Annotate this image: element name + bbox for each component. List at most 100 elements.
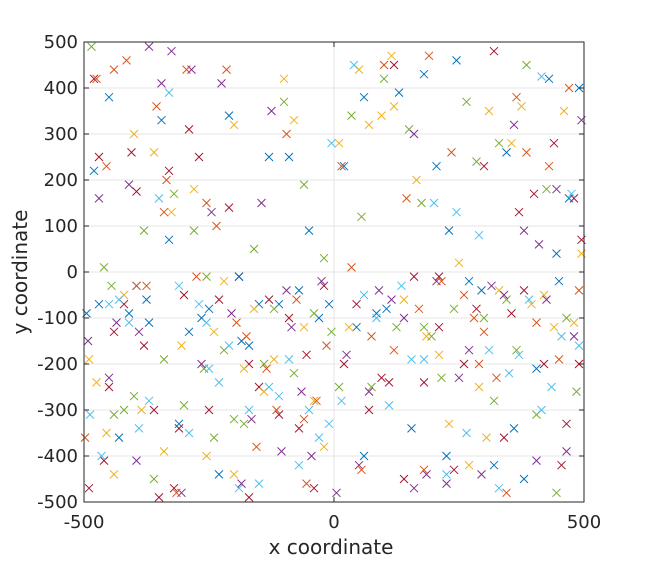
data-point bbox=[414, 304, 424, 314]
data-point bbox=[129, 391, 139, 401]
data-point bbox=[402, 194, 411, 203]
data-point bbox=[239, 419, 249, 429]
data-point bbox=[359, 92, 369, 102]
data-point bbox=[229, 470, 239, 479]
data-point bbox=[562, 447, 571, 456]
data-point bbox=[249, 304, 259, 314]
data-point bbox=[327, 138, 336, 148]
data-point bbox=[129, 129, 139, 139]
data-point bbox=[309, 396, 319, 406]
data-point bbox=[222, 65, 231, 74]
data-point bbox=[474, 359, 484, 369]
data-point bbox=[139, 341, 149, 350]
data-point bbox=[109, 327, 119, 337]
data-point bbox=[234, 483, 244, 493]
data-point bbox=[519, 474, 529, 484]
data-point bbox=[472, 304, 481, 314]
data-point bbox=[112, 318, 121, 327]
data-point bbox=[464, 345, 474, 355]
data-point bbox=[389, 102, 399, 111]
data-point bbox=[312, 396, 321, 406]
data-point bbox=[489, 46, 499, 56]
data-point bbox=[359, 451, 369, 461]
data-point bbox=[102, 161, 111, 171]
data-point bbox=[434, 322, 444, 332]
data-point bbox=[97, 451, 106, 461]
data-point bbox=[124, 309, 134, 318]
data-point bbox=[299, 180, 309, 189]
data-point bbox=[564, 83, 574, 93]
data-point bbox=[389, 345, 399, 355]
data-point bbox=[192, 272, 201, 281]
data-point bbox=[109, 65, 119, 74]
data-point bbox=[442, 479, 451, 488]
data-point bbox=[174, 419, 184, 429]
data-point bbox=[224, 203, 234, 212]
data-point bbox=[319, 253, 329, 263]
data-point bbox=[267, 106, 276, 116]
data-point bbox=[174, 281, 184, 291]
data-point bbox=[557, 332, 566, 341]
data-point bbox=[142, 281, 151, 291]
data-point bbox=[364, 387, 374, 396]
data-point bbox=[489, 460, 499, 470]
data-point bbox=[494, 483, 504, 493]
x-tick-label: -500 bbox=[64, 512, 105, 533]
data-point bbox=[114, 295, 124, 304]
data-point bbox=[144, 396, 154, 406]
data-point bbox=[479, 313, 489, 323]
data-point bbox=[109, 410, 119, 419]
data-point bbox=[342, 350, 351, 360]
data-point bbox=[417, 198, 426, 208]
y-tick-label: 400 bbox=[44, 78, 78, 99]
data-point bbox=[102, 428, 111, 438]
data-point bbox=[104, 373, 114, 383]
data-point bbox=[559, 106, 569, 116]
data-point bbox=[542, 184, 551, 194]
data-point bbox=[544, 74, 554, 84]
y-axis-label: y coordinate bbox=[8, 210, 32, 335]
data-point bbox=[367, 332, 376, 341]
data-point bbox=[164, 166, 174, 176]
data-point bbox=[184, 428, 194, 438]
y-tick-label: 300 bbox=[44, 124, 78, 145]
data-point bbox=[572, 387, 581, 396]
data-point bbox=[232, 318, 241, 327]
data-point bbox=[214, 295, 224, 304]
data-point bbox=[104, 382, 114, 392]
data-point bbox=[244, 493, 254, 502]
data-point bbox=[459, 359, 469, 369]
data-point bbox=[419, 465, 429, 475]
data-point bbox=[277, 447, 286, 456]
data-point bbox=[159, 207, 169, 217]
data-point bbox=[574, 286, 584, 295]
data-point bbox=[337, 161, 346, 171]
data-point bbox=[234, 272, 244, 281]
data-point bbox=[489, 396, 499, 406]
data-point bbox=[519, 226, 529, 235]
data-point bbox=[182, 65, 191, 74]
data-point bbox=[324, 419, 334, 429]
data-point bbox=[247, 414, 256, 424]
data-point bbox=[339, 161, 349, 171]
x-tick-label: 500 bbox=[567, 512, 601, 533]
data-point bbox=[474, 230, 484, 240]
data-point bbox=[332, 488, 341, 498]
data-point bbox=[189, 226, 199, 235]
data-point bbox=[327, 327, 336, 337]
data-point bbox=[80, 433, 90, 442]
data-point bbox=[462, 97, 471, 107]
data-point bbox=[294, 460, 304, 470]
data-point bbox=[94, 299, 104, 309]
data-point bbox=[447, 148, 456, 157]
data-point bbox=[569, 318, 579, 327]
data-point bbox=[367, 382, 376, 392]
data-point bbox=[377, 111, 386, 120]
data-point bbox=[399, 295, 409, 304]
data-point bbox=[397, 281, 406, 291]
data-point bbox=[264, 382, 274, 392]
data-point bbox=[427, 332, 436, 341]
data-point bbox=[477, 286, 486, 295]
y-tick-label: 500 bbox=[44, 32, 78, 53]
data-point bbox=[359, 290, 369, 300]
